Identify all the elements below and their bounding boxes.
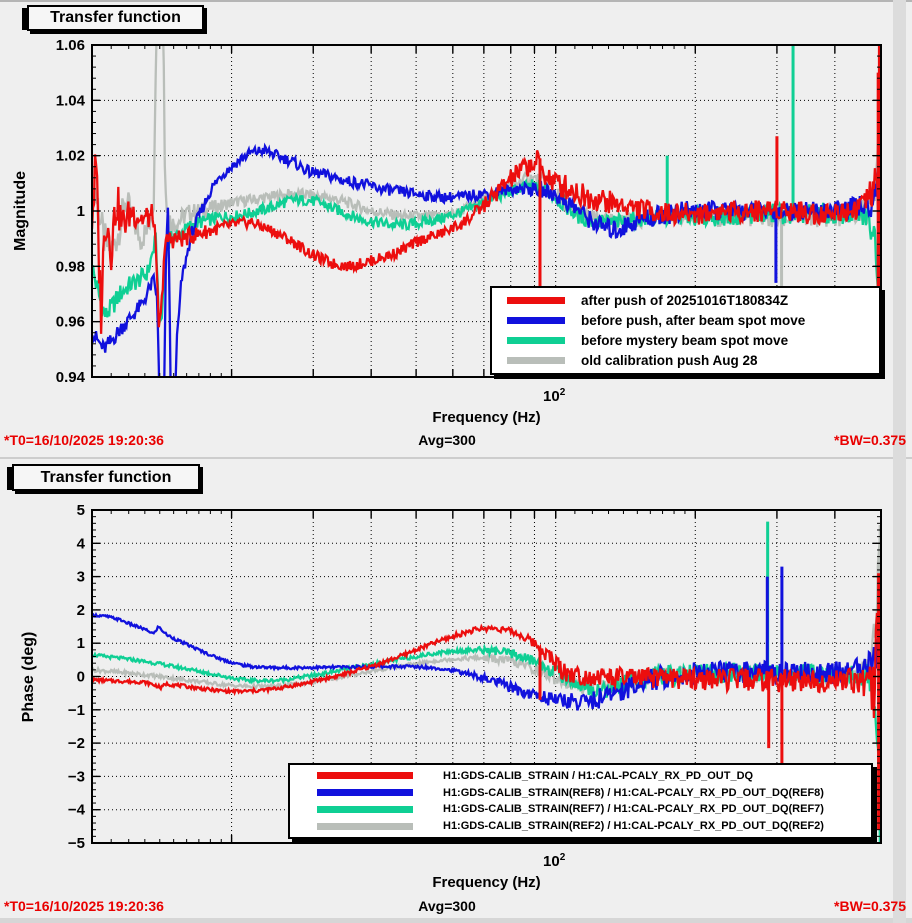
plot1-x-axis-title: Frequency (Hz): [432, 409, 541, 426]
legend-label: H1:GDS-CALIB_STRAIN(REF7) / H1:CAL-PCALY…: [443, 803, 824, 816]
y-tick-label: −1: [68, 702, 85, 719]
y-tick-label: 0.96: [56, 314, 85, 331]
y-tick-label: 1.06: [56, 37, 85, 54]
plot2-bandwidth: *BW=0.375: [834, 898, 906, 914]
legend-label: before mystery beam spot move: [581, 333, 789, 348]
legend-row: before push, after beam spot move: [492, 313, 879, 328]
legend-row: H1:GDS-CALIB_STRAIN(REF7) / H1:CAL-PCALY…: [290, 803, 871, 815]
plot2-t0-stamp: *T0=16/10/2025 19:20:36: [4, 898, 164, 914]
y-tick-label: 2: [77, 602, 85, 619]
window-right-border: [893, 0, 906, 923]
legend-label: before push, after beam spot move: [581, 313, 806, 328]
plot1-title-box: Transfer function: [22, 5, 204, 31]
legend-row: H1:GDS-CALIB_STRAIN(REF2) / H1:CAL-PCALY…: [290, 820, 871, 832]
legend-label: H1:GDS-CALIB_STRAIN / H1:CAL-PCALY_RX_PD…: [443, 769, 754, 782]
window-bottom-edge: [0, 918, 912, 923]
legend-swatch-gray: [317, 822, 413, 830]
panel-divider: [0, 457, 912, 459]
legend-row: H1:GDS-CALIB_STRAIN / H1:CAL-PCALY_RX_PD…: [290, 770, 871, 782]
plot2-x-axis-title: Frequency (Hz): [432, 874, 541, 891]
plot1-title: Transfer function: [50, 9, 181, 26]
y-tick-label: 4: [77, 535, 86, 552]
y-tick-label: 0.98: [56, 258, 85, 275]
legend-row: before mystery beam spot move: [492, 333, 879, 348]
legend-swatch-red: [507, 297, 565, 304]
plot2-y-axis-title: Phase (deg): [20, 631, 37, 723]
legend-swatch-green: [507, 337, 565, 344]
series-after-push-of-20251016t180834z: [92, 150, 881, 334]
y-tick-label: 0.94: [56, 369, 86, 386]
y-tick-label: 1.04: [56, 92, 86, 109]
series-h1-gds-calib-strain-ref7-h1-cal-pcaly-rx-pd-out-dq-ref7-: [92, 643, 881, 835]
y-tick-label: −4: [68, 802, 86, 819]
plot1-t0-stamp: *T0=16/10/2025 19:20:36: [4, 432, 164, 448]
legend-swatch-blue: [317, 789, 413, 797]
legend-label: after push of 20251016T180834Z: [581, 293, 789, 308]
legend-row: H1:GDS-CALIB_STRAIN(REF8) / H1:CAL-PCALY…: [290, 787, 871, 799]
legend-swatch-green: [317, 805, 413, 813]
y-tick-label: 1: [77, 203, 85, 220]
legend-row: old calibration push Aug 28: [492, 353, 879, 368]
plot2-avg-count: Avg=300: [418, 898, 476, 914]
y-tick-label: −2: [68, 735, 85, 752]
legend-swatch-blue: [507, 317, 565, 324]
plot2-x-tick-100: 102: [543, 852, 566, 870]
legend-label: H1:GDS-CALIB_STRAIN(REF2) / H1:CAL-PCALY…: [443, 820, 824, 833]
y-tick-label: 1: [77, 635, 85, 652]
y-tick-label: −5: [68, 835, 85, 852]
series-h1-gds-calib-strain-h1-cal-pcaly-rx-pd-out-dq: [92, 612, 881, 748]
window-top-edge: [0, 0, 912, 2]
y-tick-label: 5: [77, 502, 85, 519]
plot1-avg-count: Avg=300: [418, 432, 476, 448]
legend-label: H1:GDS-CALIB_STRAIN(REF8) / H1:CAL-PCALY…: [443, 786, 824, 799]
y-tick-label: −3: [68, 768, 85, 785]
legend-label: old calibration push Aug 28: [581, 353, 758, 368]
y-tick-label: 1.02: [56, 148, 85, 165]
plot2-title: Transfer function: [40, 468, 172, 486]
y-tick-label: 3: [77, 569, 85, 586]
plot2-title-box: Transfer function: [7, 464, 200, 491]
plot2-legend: H1:GDS-CALIB_STRAIN / H1:CAL-PCALY_RX_PD…: [288, 763, 873, 839]
legend-swatch-gray: [507, 357, 565, 364]
plot1-y-axis-title: Magnitude: [12, 171, 29, 251]
legend-row: after push of 20251016T180834Z: [492, 293, 879, 308]
y-tick-label: 0: [77, 669, 85, 686]
plot1-legend: after push of 20251016T180834Z before pu…: [490, 286, 881, 375]
plot1-x-tick-100: 102: [543, 387, 566, 405]
legend-swatch-red: [317, 772, 413, 780]
plot1-bandwidth: *BW=0.375: [834, 432, 906, 448]
